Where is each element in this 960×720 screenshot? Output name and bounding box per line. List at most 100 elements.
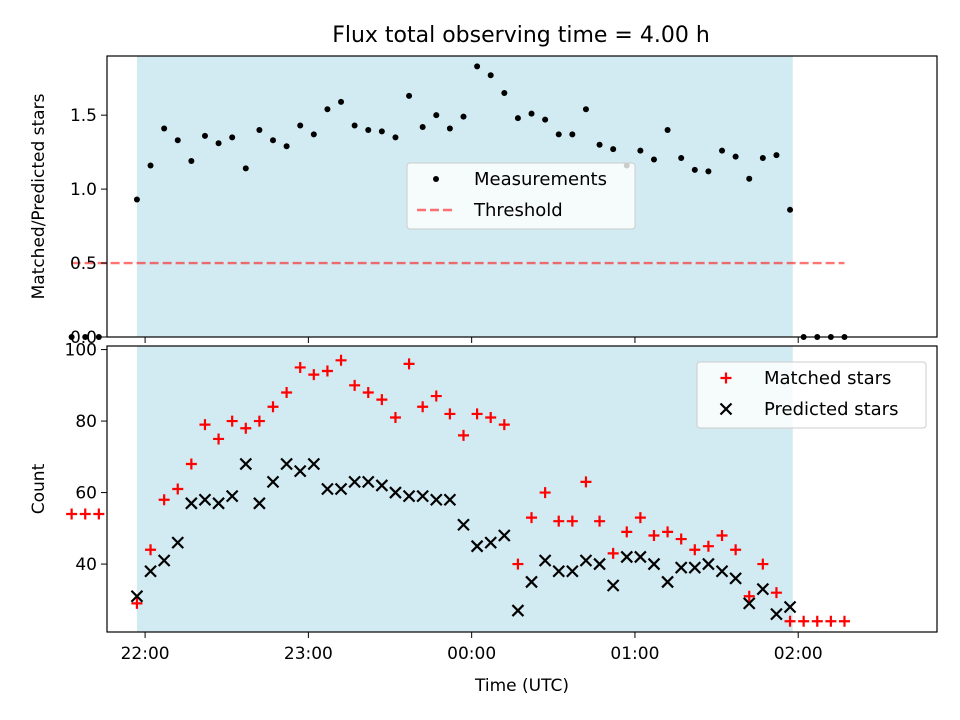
matched-star-point [553,515,565,527]
predicted-star-point [443,493,457,507]
predicted-star-point [212,497,225,510]
predicted-star-point [321,482,334,496]
matched-star-point [580,476,592,488]
measurement-point [270,137,276,144]
legend-entry-label: Measurements [474,169,607,190]
predicted-star-point [688,561,702,574]
matched-star-point [594,515,606,527]
measurement-point [174,137,181,144]
predicted-star-point [280,457,293,471]
matched-star-point [185,458,197,470]
predicted-star-point [389,486,402,499]
observing-window-shade [136,346,793,632]
predicted-star-point [702,557,715,571]
predicted-star-point [293,464,307,478]
measurement-point [610,146,617,153]
matched-star-point [662,526,674,538]
predicted-star-point [729,572,742,585]
legend-box [696,361,927,429]
matched-star-point [308,369,320,381]
measurement-point [569,131,576,138]
matched-star-point [784,615,796,627]
measurement-point [582,106,589,113]
measurement-point [596,141,603,148]
matched-star-point [743,590,755,602]
matched-star-point [526,512,538,524]
x-tick-label: 00:00 [447,644,496,664]
predicted-star-point [225,489,239,503]
predicted-star-point [171,536,185,549]
x-tick-label: 01:00 [610,644,659,664]
matched-star-point [512,558,524,570]
axes-frame [106,345,938,633]
measurement-point [637,147,644,154]
predicted-star-point [348,475,361,489]
predicted-star-point [470,539,484,553]
matched-star-point [689,544,701,556]
measurement-point [719,147,726,154]
y-tick-label: 80 [75,412,97,432]
predicted-star-point [783,600,797,614]
predicted-star-point [620,550,634,564]
measurement-point [229,134,236,141]
predicted-star-point [606,579,620,592]
matched-star-point [838,615,850,627]
x-tick-label: 02:00 [774,644,823,664]
measurement-point [378,128,385,135]
matched-star-point [131,597,143,609]
measurement-point [215,140,222,147]
matched-star-point [199,419,211,431]
matched-star-point [240,422,252,434]
predicted-star-point [361,475,375,489]
y-tick-label: 100 [65,341,97,361]
matched-star-point [798,615,810,627]
matched-star-point [634,512,646,524]
measurement-point [365,126,372,133]
axes-frame [106,55,938,338]
matched-star-point [825,615,837,627]
predicted-star-point [266,475,280,489]
y-tick-label: 1.5 [70,106,97,126]
measurement-point [528,110,535,117]
x-tick-label: 22:00 [121,644,170,664]
matched-star-point [430,390,442,402]
predicted-star-point [538,554,552,567]
measurement-point [773,152,780,159]
predicted-star-point [157,554,171,567]
chart-title: Flux total observing time = 4.00 h [332,23,710,48]
matched-star-point [376,394,388,406]
predicted-star-point [198,493,212,507]
matched-star-point [389,412,401,423]
measurement-point [82,334,89,340]
measurement-point [487,72,494,79]
matched-star-point [757,558,769,570]
measurement-point [678,155,685,162]
legend-entry-label: Predicted stars [764,399,898,420]
measurement-point [433,112,440,119]
matched-star-point [281,386,293,398]
measurement-point [650,156,657,163]
predicted-star-point [715,564,729,578]
predicted-star-point [579,554,593,567]
matched-star-point [457,429,469,441]
matched-star-point [648,529,660,541]
predicted-star-point [770,607,783,621]
measurement-point [705,168,712,175]
measurement-point [501,89,508,96]
matched-star-point [93,508,105,520]
x-tick-label: 23:00 [284,644,333,664]
measurement-point [691,166,698,173]
legend-entry-label: Threshold [473,200,563,221]
y-tick-label: 60 [75,484,97,504]
x-axis-label: Time (UTC) [474,676,569,696]
matched-star-point [321,365,333,377]
measurement-point [338,98,345,105]
measurement-point [759,155,766,162]
predicted-star-point [498,529,511,542]
matched-star-point [79,508,91,520]
matched-star-point [485,412,497,423]
matched-star-point [811,615,823,627]
measurement-point [310,131,317,138]
matched-star-point [471,408,483,420]
